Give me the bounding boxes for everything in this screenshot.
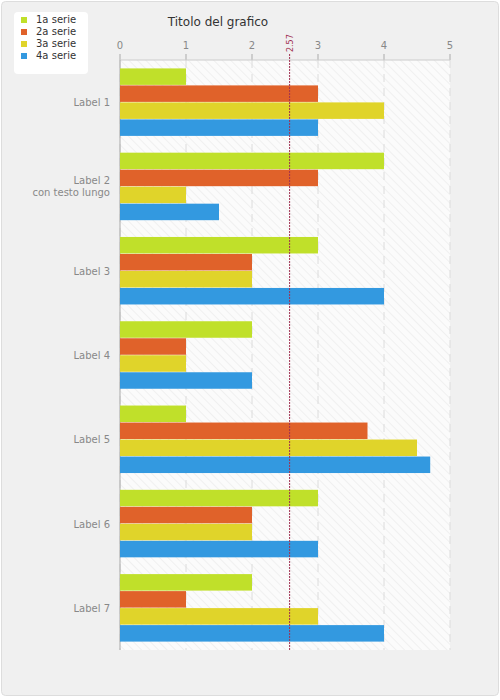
tick-label: 3	[315, 40, 321, 51]
tick-mark	[252, 54, 253, 60]
bar	[120, 204, 219, 221]
category-label: Label 7	[73, 603, 110, 614]
category-label: Label 1	[73, 97, 110, 108]
y-axis-line	[120, 60, 121, 650]
bar	[120, 457, 430, 474]
legend-box	[14, 12, 88, 74]
bar	[120, 153, 384, 170]
grid-line	[318, 60, 319, 650]
legend-label: 4a serie	[36, 50, 76, 61]
category-label: Label 3	[73, 266, 110, 277]
category-label-line: Label 2	[73, 175, 110, 186]
bar	[120, 440, 417, 457]
grid-line	[186, 60, 187, 650]
bar	[120, 187, 186, 204]
bar	[120, 271, 252, 288]
reference-line	[289, 54, 290, 650]
grid-line	[252, 60, 253, 650]
category-label: Label 2con testo lungo	[32, 175, 110, 198]
bar	[120, 608, 318, 625]
category-label: Label 5	[73, 434, 110, 445]
bar	[120, 338, 186, 355]
category-label-line: con testo lungo	[32, 187, 110, 198]
grid-line	[120, 60, 121, 650]
reference-label: 2.57	[286, 34, 295, 52]
bar	[120, 170, 318, 187]
bar	[120, 355, 186, 372]
legend-swatch	[21, 29, 27, 35]
bar	[120, 254, 252, 271]
bar	[120, 102, 384, 119]
bar	[120, 288, 384, 305]
bar	[120, 119, 318, 135]
bar	[120, 372, 252, 389]
tick-label: 0	[117, 40, 123, 51]
grid-line	[384, 60, 385, 650]
grid-line	[450, 60, 451, 650]
tick-label: 5	[447, 40, 453, 51]
bar	[120, 541, 318, 558]
legend-swatch	[21, 53, 27, 59]
bar	[120, 321, 252, 338]
tick-label: 1	[183, 40, 189, 51]
bar	[120, 406, 186, 423]
category-label-line: Label 7	[73, 603, 110, 614]
bar	[120, 574, 252, 591]
legend-label: 2a serie	[36, 26, 76, 37]
category-label-line: Label 1	[73, 97, 110, 108]
legend-label: 1a serie	[36, 14, 76, 25]
legend-label: 3a serie	[36, 38, 76, 49]
category-label: Label 4	[73, 350, 110, 361]
legend-swatch	[21, 17, 27, 23]
bar	[120, 85, 318, 102]
bar	[120, 423, 368, 440]
category-label: Label 6	[73, 519, 110, 530]
bar	[120, 591, 186, 608]
category-label-line: Label 4	[73, 350, 110, 361]
bar	[120, 237, 318, 254]
plot-area	[120, 60, 450, 650]
category-label-line: Label 3	[73, 266, 110, 277]
tick-mark	[120, 54, 121, 60]
title: Titolo del grafico	[167, 15, 268, 29]
bar	[120, 490, 318, 507]
category-label-line: Label 5	[73, 434, 110, 445]
tick-mark	[318, 54, 319, 60]
legend-swatch	[21, 41, 27, 47]
tick-mark	[384, 54, 385, 60]
tick-label: 2	[249, 40, 255, 51]
background	[2, 2, 499, 696]
x-axis-line	[120, 60, 450, 61]
bar	[120, 625, 384, 642]
tick-label: 4	[381, 40, 387, 51]
bar	[120, 507, 252, 523]
tick-mark	[186, 54, 187, 60]
bar	[120, 524, 252, 541]
tick-mark	[450, 54, 451, 60]
category-label-line: Label 6	[73, 519, 110, 530]
bar	[120, 68, 186, 85]
